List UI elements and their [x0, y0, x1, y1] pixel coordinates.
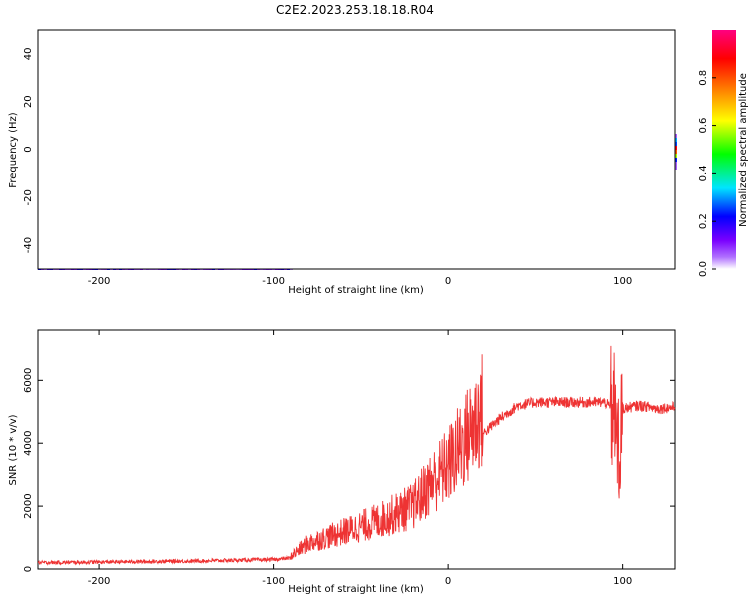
figure-title: C2E2.2023.253.18.18.R04: [276, 3, 434, 17]
